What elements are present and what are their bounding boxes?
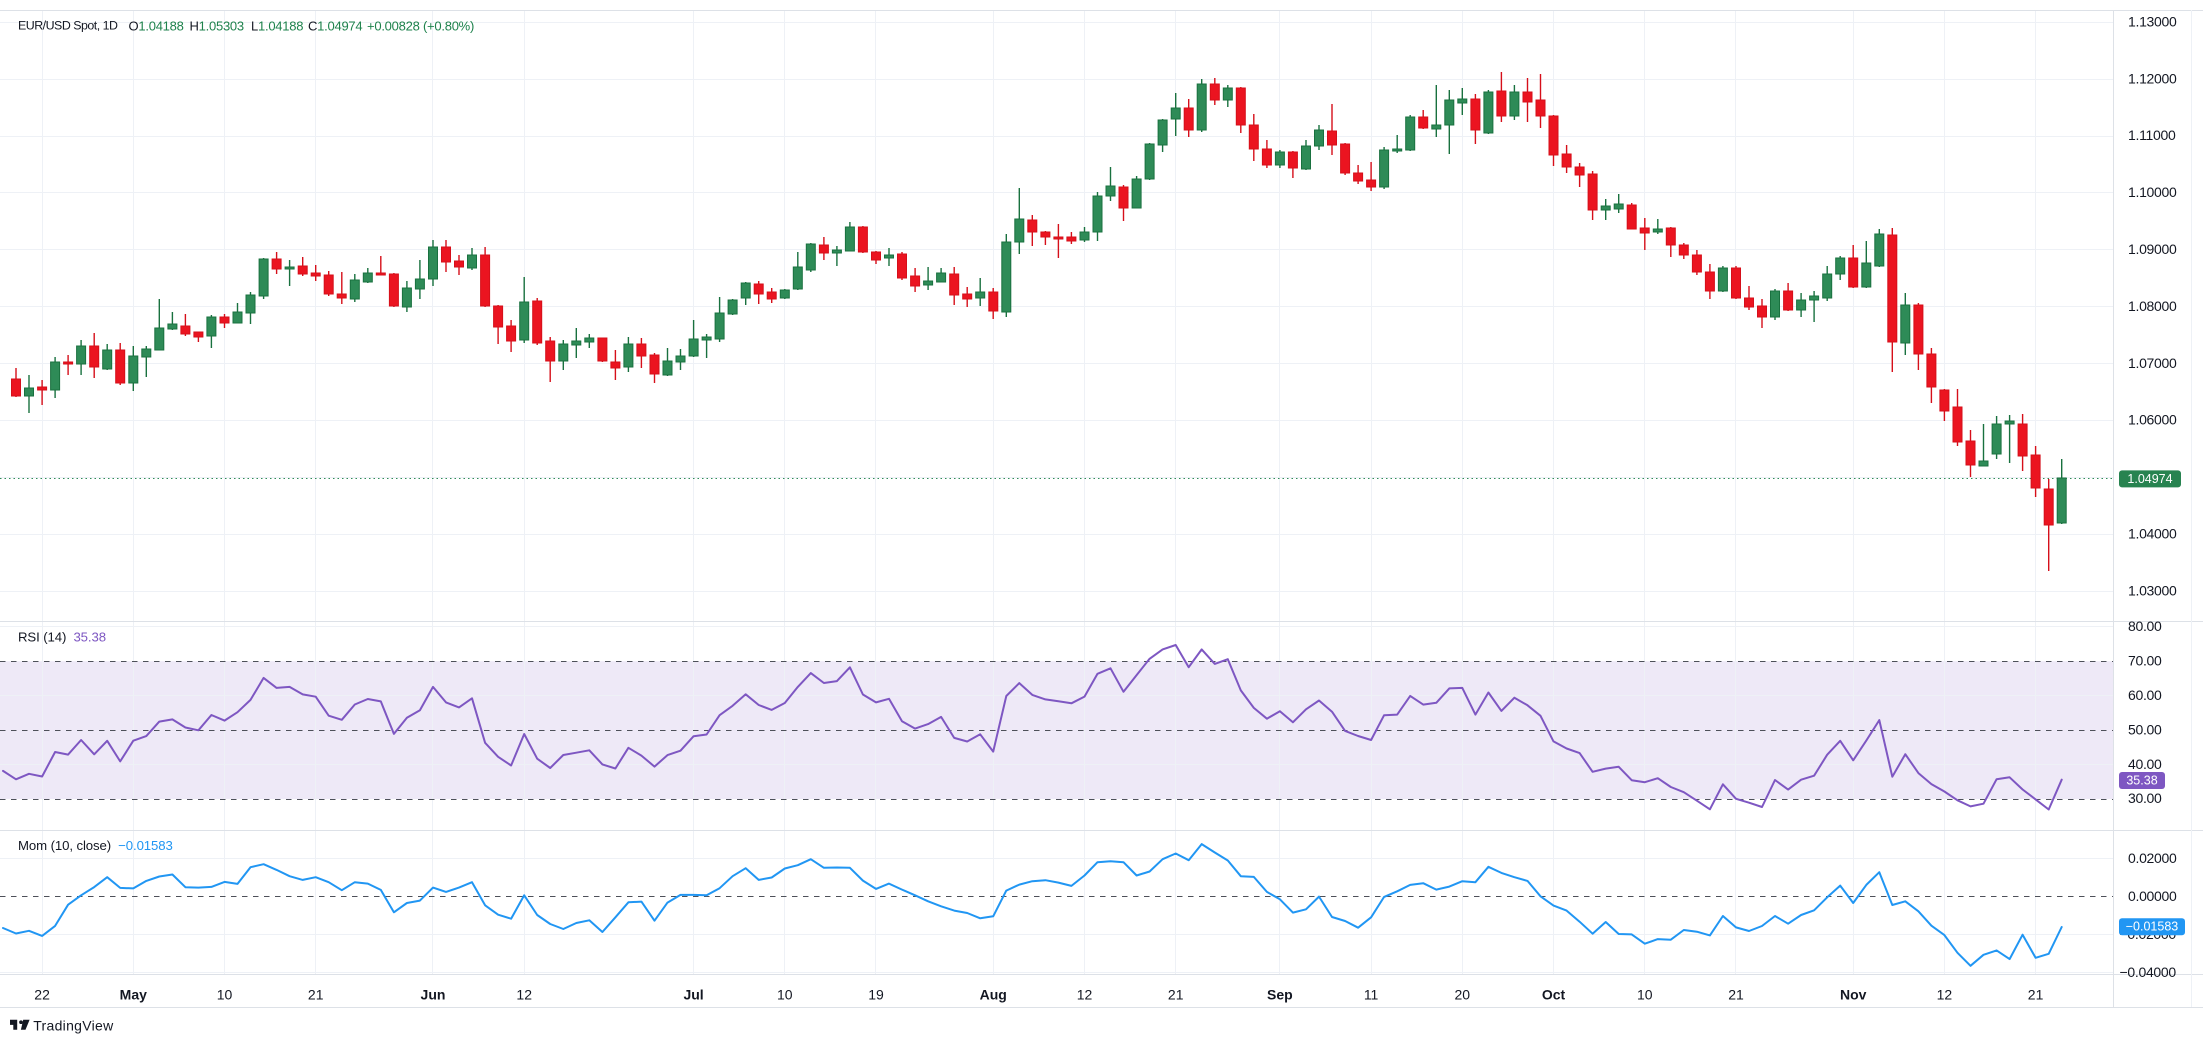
svg-text:21: 21 [2028,986,2044,1002]
svg-text:TradingView: TradingView [33,1018,114,1034]
svg-text:1.13000: 1.13000 [2128,13,2177,29]
svg-text:Mom (10, close) −0.01583: Mom (10, close) −0.01583 [18,838,173,853]
svg-text:21: 21 [308,986,324,1002]
svg-text:Nov: Nov [1840,986,1867,1002]
svg-text:1.03000: 1.03000 [2128,582,2177,598]
svg-text:11: 11 [1364,986,1379,1002]
svg-text:10: 10 [777,986,793,1002]
svg-text:Jul: Jul [683,986,703,1002]
svg-text:12: 12 [1077,986,1093,1002]
svg-text:1.08000: 1.08000 [2128,298,2177,314]
svg-text:1.11000: 1.11000 [2128,127,2176,143]
svg-text:21: 21 [1168,986,1184,1002]
svg-text:10: 10 [1637,986,1653,1002]
svg-text:1.07000: 1.07000 [2128,355,2177,371]
svg-text:Oct: Oct [1542,986,1566,1002]
svg-text:1.04974: 1.04974 [2127,472,2172,486]
svg-text:−0.01583: −0.01583 [2126,920,2179,934]
svg-text:21: 21 [1728,986,1744,1002]
svg-text:50.00: 50.00 [2128,721,2162,737]
svg-text:1.04000: 1.04000 [2128,526,2177,542]
svg-text:19: 19 [868,986,884,1002]
svg-text:30.00: 30.00 [2128,790,2162,806]
svg-text:70.00: 70.00 [2128,652,2162,668]
svg-text:22: 22 [34,986,50,1002]
svg-text:Aug: Aug [980,986,1007,1002]
svg-text:Jun: Jun [421,986,446,1002]
svg-text:1.10000: 1.10000 [2128,184,2177,200]
svg-text:40.00: 40.00 [2128,756,2162,772]
svg-text:60.00: 60.00 [2128,687,2162,703]
svg-text:1.06000: 1.06000 [2128,412,2177,428]
svg-text:1.12000: 1.12000 [2128,70,2177,86]
svg-text:12: 12 [1937,986,1953,1002]
svg-text:12: 12 [516,986,532,1002]
svg-text:80.00: 80.00 [2128,618,2162,634]
svg-text:10: 10 [217,986,233,1002]
svg-text:0.00000: 0.00000 [2128,888,2177,904]
svg-text:35.38: 35.38 [2126,774,2157,788]
svg-text:20: 20 [1455,986,1471,1002]
svg-text:1.09000: 1.09000 [2128,241,2177,257]
svg-text:Sep: Sep [1267,986,1293,1002]
svg-text:May: May [120,986,147,1002]
svg-text:0.02000: 0.02000 [2128,850,2177,866]
svg-text:RSI (14) 35.38: RSI (14) 35.38 [18,629,106,644]
svg-text:−0.04000: −0.04000 [2120,964,2177,980]
